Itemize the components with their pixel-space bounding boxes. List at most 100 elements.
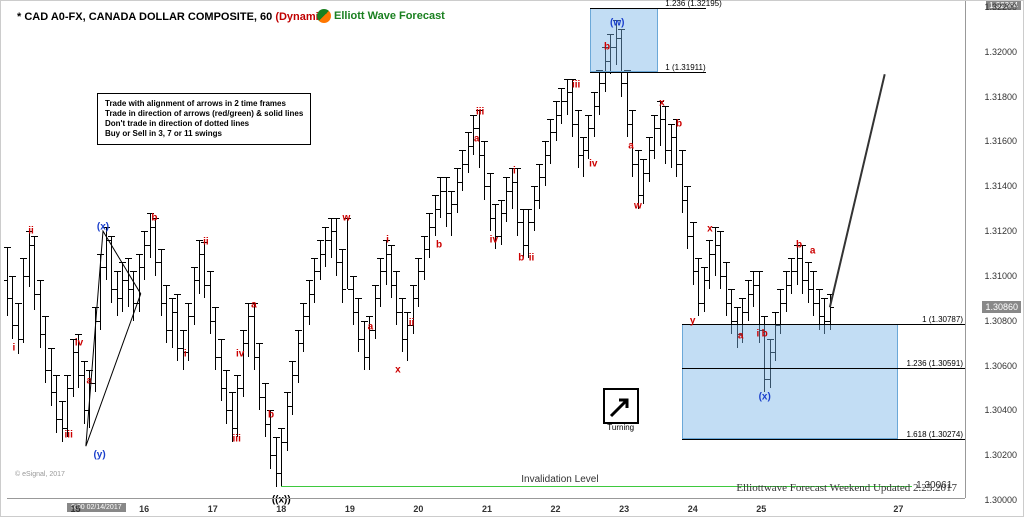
y-tick-label: 1.32200 (984, 2, 1017, 12)
ohlc-bar (166, 285, 167, 343)
wave-label: iv (589, 158, 597, 169)
ohlc-bar (194, 267, 195, 325)
wave-label: b (151, 212, 157, 223)
ohlc-bar (298, 330, 299, 384)
wave-label: x (659, 98, 665, 109)
ohlc-bar (259, 343, 260, 410)
ohlc-bar (199, 240, 200, 294)
ohlc-bar (490, 173, 491, 231)
ohlc-bar (358, 298, 359, 352)
ohlc-bar (314, 258, 315, 303)
ohlc-bar (556, 101, 557, 141)
ohlc-bar (709, 240, 710, 289)
ohlc-bar (320, 240, 321, 280)
x-tick-label: 17 (208, 504, 218, 514)
ohlc-bar (221, 339, 222, 402)
ohlc-bar (364, 321, 365, 370)
wave-label: b (796, 239, 802, 250)
x-tick-label: 27 (893, 504, 903, 514)
ohlc-bar (265, 383, 266, 437)
ohlc-bar (62, 401, 63, 441)
x-tick-label: 25 (756, 504, 766, 514)
ohlc-bar (720, 231, 721, 289)
ohlc-bar (292, 361, 293, 415)
ohlc-bar (550, 119, 551, 164)
wave-label: i (184, 349, 187, 360)
ohlc-bar (172, 298, 173, 347)
ohlc-bar (226, 370, 227, 424)
fib-line (682, 324, 967, 325)
x-tick-label: 24 (688, 504, 698, 514)
ohlc-bar (588, 115, 589, 160)
x-tick-label: 18 (276, 504, 286, 514)
wave-label: a (738, 331, 744, 342)
fib-label: 1.236 (1.30591) (907, 359, 964, 368)
wave-label: x (707, 223, 713, 234)
tip-box: Trade with alignment of arrows in 2 time… (97, 93, 311, 145)
ohlc-bar (671, 124, 672, 169)
ohlc-bar (523, 209, 524, 258)
ohlc-bar (665, 106, 666, 164)
ohlc-bar (649, 137, 650, 182)
ohlc-bar (325, 227, 326, 267)
ohlc-bar (748, 280, 749, 320)
ohlc-bar (254, 303, 255, 370)
ohlc-bar (440, 177, 441, 217)
update-text: Elliottwave Forecast Weekend Updated 2.2… (736, 482, 957, 494)
ohlc-bar (715, 227, 716, 276)
ohlc-bar (424, 236, 425, 281)
ohlc-bar (139, 254, 140, 312)
ohlc-bar (336, 218, 337, 276)
ohlc-bar (237, 375, 238, 438)
ohlc-bar (484, 141, 485, 199)
ohlc-bar (51, 348, 52, 406)
wave-label: w (343, 212, 351, 223)
ohlc-bar (177, 294, 178, 361)
wave-label: x (395, 365, 401, 376)
y-tick-label: 1.30200 (984, 450, 1017, 460)
ohlc-bar (468, 132, 469, 172)
ohlc-bar (808, 262, 809, 302)
ohlc-bar (753, 271, 754, 307)
ohlc-bar (627, 70, 628, 137)
ohlc-bar (396, 271, 397, 325)
ohlc-bar (29, 231, 30, 287)
turning-indicator: Turning (603, 388, 639, 424)
ohlc-bar (100, 254, 101, 330)
ohlc-bar (161, 249, 162, 316)
ohlc-bar (12, 276, 13, 339)
logo: Elliott Wave Forecast (317, 9, 445, 23)
wave-label: ii (409, 317, 415, 328)
y-tick-label: 1.31600 (984, 136, 1017, 146)
wave-label: a (474, 134, 480, 145)
ohlc-bar (726, 262, 727, 316)
ohlc-bar (528, 209, 529, 258)
wave-label: ii (203, 237, 209, 248)
wave-label: (y) (93, 450, 105, 461)
wave-label: i (756, 329, 759, 340)
ohlc-bar (462, 150, 463, 190)
ohlc-bar (248, 303, 249, 357)
fib-label: 1 (1.30787) (922, 315, 963, 324)
ohlc-bar (375, 285, 376, 339)
ohlc-bar (347, 218, 348, 290)
ohlc-bar (402, 298, 403, 352)
ohlc-bar (111, 236, 112, 303)
x-tick-label: 22 (551, 504, 561, 514)
ohlc-bar (517, 168, 518, 235)
ohlc-bar (567, 79, 568, 115)
ohlc-bar (210, 271, 211, 334)
y-tick-label: 1.31800 (984, 92, 1017, 102)
y-tick-label: 1.30000 (984, 495, 1017, 505)
ohlc-bar (786, 271, 787, 311)
x-tick-label: 16 (139, 504, 149, 514)
wave-label: a (251, 300, 257, 311)
ohlc-bar (797, 245, 798, 285)
ohlc-bar (67, 375, 68, 438)
ohlc-bar (501, 200, 502, 245)
ohlc-bar (215, 307, 216, 370)
ohlc-bar (342, 249, 343, 303)
ohlc-bar (7, 247, 8, 316)
ohlc-bar (693, 222, 694, 285)
y-tick-label: 1.32000 (984, 47, 1017, 57)
